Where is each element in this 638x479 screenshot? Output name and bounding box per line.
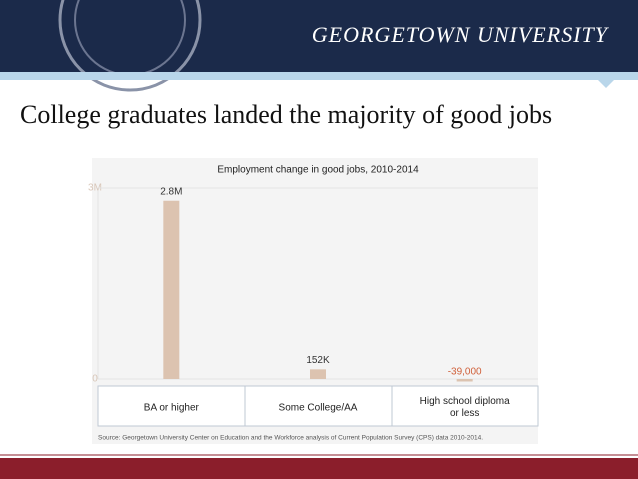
slide-title: College graduates landed the majority of… <box>20 100 552 129</box>
x-tick-label: High school diploma or less <box>420 396 510 419</box>
accent-stripe <box>0 72 638 80</box>
bar <box>163 200 180 379</box>
stripe-notch <box>598 80 614 88</box>
header-band <box>0 0 638 72</box>
category-row <box>97 385 539 427</box>
bar <box>456 379 473 382</box>
value-label: 152K <box>306 355 330 366</box>
seal <box>58 0 202 92</box>
x-tick-label: Some College/AA <box>279 403 358 414</box>
value-label: -39,000 <box>448 367 482 378</box>
bar <box>310 369 326 379</box>
x-tick-label: BA or higher <box>144 403 200 414</box>
source-note: Source: Georgetown University Center on … <box>98 435 483 442</box>
y-tick-label: 0 <box>92 374 98 385</box>
brand: GEORGETOWN UNIVERSITY <box>312 22 610 47</box>
footer-band <box>0 458 638 479</box>
y-tick-label: 3M <box>88 183 102 194</box>
value-label: 2.8M <box>160 186 182 197</box>
chart-title: Employment change in good jobs, 2010-201… <box>217 165 419 176</box>
